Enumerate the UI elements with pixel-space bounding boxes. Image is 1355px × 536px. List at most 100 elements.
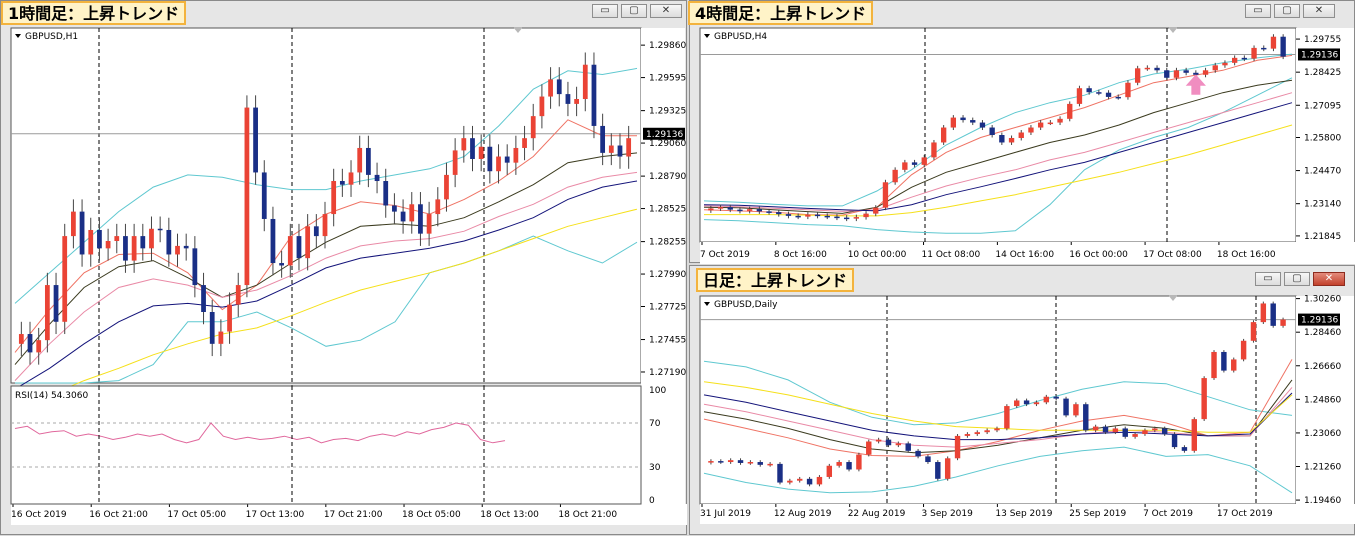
candle-body [71, 211, 76, 237]
indicator-line [703, 53, 1293, 207]
x-tick-label: 10 Oct 00:00 [848, 250, 907, 260]
candle-body [856, 454, 862, 470]
candle-body [746, 209, 753, 211]
candle-body [895, 443, 902, 446]
candle-body [192, 248, 198, 286]
candle-body [1057, 118, 1063, 123]
minimize-button[interactable]: ▭ [1245, 4, 1271, 18]
close-button[interactable]: ✕ [650, 4, 682, 18]
h1-chart-canvas[interactable]: GBPUSD,H11.298601.295951.293251.290601.2… [1, 1, 688, 536]
symbol-label: GBPUSD,Daily [714, 300, 778, 310]
candle-body [970, 120, 976, 123]
candle-body [279, 263, 285, 266]
candle-body [1270, 36, 1277, 49]
x-tick-label: 16 Oct 2019 [11, 510, 67, 520]
y-tick-label: 1.28790 [649, 172, 686, 182]
restore-button[interactable]: ▢ [1274, 4, 1300, 18]
candle-body [1171, 434, 1178, 448]
h4-chart-canvas[interactable]: GBPUSD,H4 1.29755 1.28425 1.27095 1.25800 1.2… [690, 1, 1355, 264]
candle-body [863, 213, 869, 218]
candle-body [496, 156, 501, 172]
candle-body [796, 478, 803, 481]
candle-body [88, 229, 94, 255]
restore-button[interactable]: ▢ [1284, 272, 1310, 286]
candle-body [331, 181, 337, 215]
x-tick-label: 18 Oct 05:00 [402, 510, 461, 520]
candle-body [1191, 419, 1198, 451]
candle-body [548, 79, 553, 97]
x-tick-label: 18 Oct 16:00 [1217, 250, 1276, 260]
window-daily-chart[interactable]: ▭ ▢ ✕ GBPUSD,Daily 1.30260 1.28460 1.26660 1… [689, 265, 1355, 535]
candle-body [964, 434, 971, 436]
candle-body [365, 147, 371, 175]
candle-body [522, 138, 527, 148]
x-tick-label: 17 Oct 08:00 [1143, 250, 1202, 260]
candle-body [999, 135, 1005, 143]
candle-body [1014, 400, 1020, 407]
candle-body [747, 462, 754, 464]
plot-area [699, 27, 1297, 243]
candle-body [617, 145, 623, 157]
candle-body [452, 150, 458, 175]
candle-body [843, 217, 850, 220]
symbol-label: GBPUSD,H1 [25, 32, 78, 42]
candle-body [989, 127, 995, 135]
symbol-label: GBPUSD,H4 [714, 32, 767, 42]
window-h4-chart[interactable]: ▭ ▢ ✕ GBPUSD,H4 1.29755 1.28425 1.27095 1.25… [688, 0, 1355, 264]
candle-body [718, 461, 724, 463]
candle-body [1251, 47, 1257, 59]
candle-body [339, 181, 345, 185]
current-price-tag [1298, 313, 1340, 326]
candle-body [1028, 127, 1034, 133]
dropdown-arrow-icon [704, 302, 710, 306]
y-tick-label: 1.29060 [649, 139, 686, 149]
candle-body [1154, 67, 1160, 71]
x-tick-label: 18 Oct 13:00 [480, 510, 539, 520]
candle-body [253, 107, 258, 173]
candle-body [530, 116, 536, 139]
candle-body [218, 331, 224, 344]
minimize-button[interactable]: ▭ [592, 4, 618, 18]
candle-body [36, 340, 42, 353]
candle-body [708, 461, 714, 463]
rsi-level-label: 70 [649, 419, 661, 429]
dropdown-arrow-icon [704, 34, 710, 38]
close-button[interactable]: ✕ [1313, 272, 1345, 286]
shift-marker-icon [1168, 27, 1178, 33]
y-tick-label: 1.27990 [649, 270, 686, 280]
candle-body [806, 478, 813, 485]
candle-body [444, 174, 449, 200]
candle-body [1102, 426, 1109, 433]
candle-body [582, 64, 588, 99]
candle-body [1164, 70, 1170, 78]
candle-body [905, 443, 911, 451]
minimize-button[interactable]: ▭ [1255, 272, 1281, 286]
candle-body [717, 207, 724, 209]
candle-body [1063, 398, 1069, 416]
candle-body [1260, 303, 1267, 323]
candle-body [1221, 351, 1227, 371]
close-button[interactable]: ✕ [1303, 4, 1335, 18]
candle-body [777, 463, 783, 483]
candle-body [931, 142, 937, 158]
y-tick-label: 1.23060 [1304, 429, 1341, 439]
daily-chart-canvas[interactable]: GBPUSD,Daily 1.30260 1.28460 1.26660 1.24860… [690, 266, 1355, 536]
candle-body [921, 157, 927, 165]
candle-body [18, 334, 24, 344]
candle-body [824, 215, 830, 218]
candle-body [183, 245, 189, 249]
candle-body [478, 146, 484, 159]
candle-body [902, 162, 908, 170]
restore-button[interactable]: ▢ [621, 4, 647, 18]
rsi-panel [10, 385, 642, 505]
candle-body [1173, 70, 1180, 78]
candle-body [1181, 447, 1188, 451]
candle-body [123, 236, 128, 261]
shift-marker-icon [513, 27, 523, 33]
candle-body [935, 462, 941, 479]
indicator-line [704, 124, 1293, 217]
window-h1-chart[interactable]: ▭ ▢ ✕ GBPUSD,H1 1.29860 1.29595 1.29325 1.29… [0, 0, 687, 535]
y-tick-label: 1.21260 [1304, 463, 1341, 473]
shift-marker-icon [1168, 295, 1178, 301]
y-tick-label: 1.28255 [649, 238, 686, 248]
